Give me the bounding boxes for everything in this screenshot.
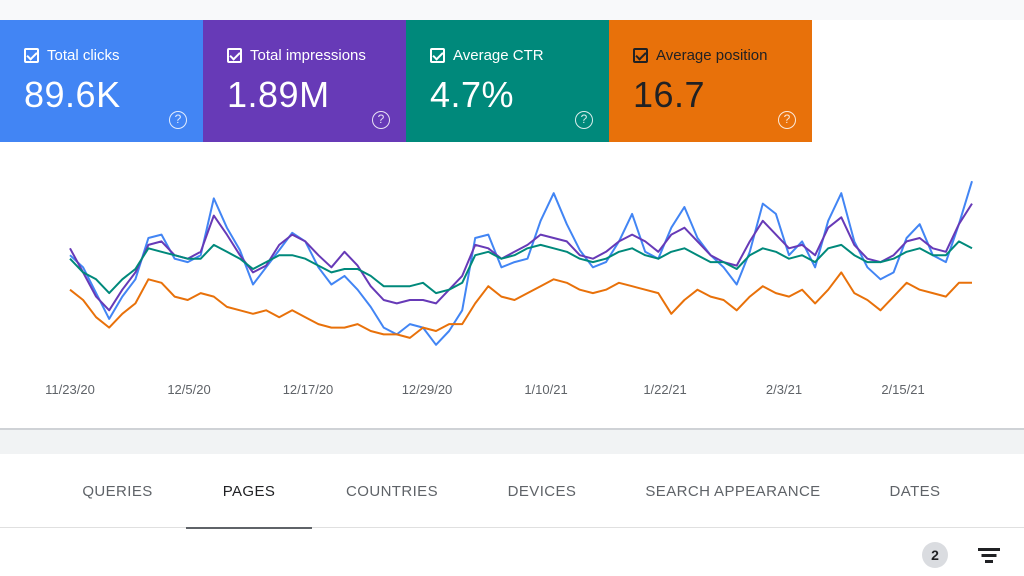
x-tick-label: 12/29/20 xyxy=(402,382,453,397)
tab-pages[interactable]: PAGES xyxy=(186,454,312,529)
series-line-2 xyxy=(69,240,973,295)
series-line-0 xyxy=(69,180,973,346)
series-line-1 xyxy=(69,203,973,312)
x-tick-label: 1/22/21 xyxy=(643,382,686,397)
checkbox-icon[interactable] xyxy=(24,48,39,63)
x-tick-label: 12/5/20 xyxy=(167,382,210,397)
x-tick-label: 1/10/21 xyxy=(524,382,567,397)
metric-value: 16.7 xyxy=(633,74,706,115)
metric-total-impressions[interactable]: Total impressions 1.89M ? xyxy=(203,20,406,142)
x-tick-label: 2/3/21 xyxy=(766,382,802,397)
metric-label: Total impressions xyxy=(250,47,366,64)
filter-icon[interactable] xyxy=(978,546,1000,564)
tab-countries[interactable]: COUNTRIES xyxy=(346,483,438,500)
metric-label: Average CTR xyxy=(453,47,544,64)
help-icon[interactable]: ? xyxy=(575,111,593,129)
dimension-card: QUERIES PAGES COUNTRIES DEVICES SEARCH A… xyxy=(0,454,1024,576)
metric-total-clicks[interactable]: Total clicks 89.6K ? xyxy=(0,20,203,142)
chart-series xyxy=(69,180,973,346)
tab-search-appearance[interactable]: SEARCH APPEARANCE xyxy=(645,483,821,500)
checkbox-icon[interactable] xyxy=(227,48,242,63)
filter-count-badge[interactable]: 2 xyxy=(922,542,948,568)
tab-queries[interactable]: QUERIES xyxy=(82,483,153,500)
tab-dates[interactable]: DATES xyxy=(889,483,941,500)
metric-label: Average position xyxy=(656,47,768,64)
metric-value: 4.7% xyxy=(430,74,515,115)
tab-devices[interactable]: DEVICES xyxy=(507,483,577,500)
x-tick-label: 11/23/20 xyxy=(45,382,95,397)
metric-value: 1.89M xyxy=(227,74,330,115)
metric-label: Total clicks xyxy=(47,47,120,64)
help-icon[interactable]: ? xyxy=(778,111,796,129)
series-line-3 xyxy=(69,271,972,339)
performance-chart[interactable]: 11/23/20 12/5/20 12/17/20 12/29/20 1/10/21 1/… xyxy=(0,150,1024,410)
checkbox-icon[interactable] xyxy=(430,48,445,63)
x-tick-label: 12/17/20 xyxy=(283,382,334,397)
metric-value: 89.6K xyxy=(24,74,121,115)
x-axis-ticks: 11/23/20 12/5/20 12/17/20 12/29/20 1/10/21 1/… xyxy=(45,382,925,397)
help-icon[interactable]: ? xyxy=(372,111,390,129)
section-gap xyxy=(0,432,1024,454)
metric-cards: Total clicks 89.6K ? Total impressions 1… xyxy=(0,20,812,142)
top-strip xyxy=(0,0,1024,20)
table-tools: 2 xyxy=(922,542,1000,568)
checkbox-icon[interactable] xyxy=(633,48,648,63)
help-icon[interactable]: ? xyxy=(169,111,187,129)
x-tick-label: 2/15/21 xyxy=(881,382,924,397)
metric-average-position[interactable]: Average position 16.7 ? xyxy=(609,20,812,142)
dimension-tabs: QUERIES PAGES COUNTRIES DEVICES SEARCH A… xyxy=(0,454,1024,529)
metric-average-ctr[interactable]: Average CTR 4.7% ? xyxy=(406,20,609,142)
